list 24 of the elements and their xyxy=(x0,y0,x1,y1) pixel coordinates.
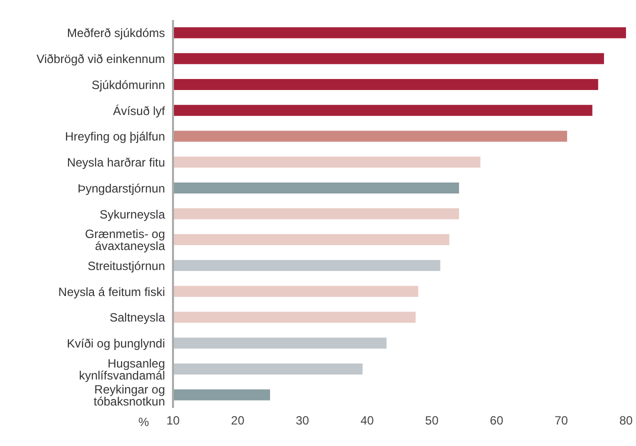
y-tick-label: Streitustjórnun xyxy=(88,258,165,273)
x-tick-label: 80 xyxy=(619,414,633,428)
x-axis-title: % xyxy=(138,415,150,429)
y-tick-label: Reykingar og tóbaksnotkun xyxy=(94,382,165,408)
y-tick-label: Viðbrögð við einkennum xyxy=(36,52,166,66)
y-tick-label: Sjúkdómurinn xyxy=(92,78,165,92)
x-tick-label: 10 xyxy=(166,414,180,428)
x-tick-label: 60 xyxy=(490,414,504,428)
x-tick-label: 20 xyxy=(231,414,245,428)
x-tick-label: 30 xyxy=(296,414,310,428)
y-tick-label: Sykurneysla xyxy=(100,207,166,222)
y-tick-label: Neysla á feitum fiski xyxy=(58,284,165,299)
y-tick-label: Hreyfing og þjálfun xyxy=(64,130,165,144)
y-tick-label: Neysla harðrar fitu xyxy=(66,156,165,170)
y-tick-label: Meðferð sjúkdóms xyxy=(66,26,165,40)
y-tick-label: Saltneysla xyxy=(110,310,166,325)
y-tick-label: Grænmetis- og ávaxtaneysla xyxy=(84,227,166,254)
y-tick-label: Þyngdarstjórnun xyxy=(78,181,165,196)
x-tick-label: 70 xyxy=(554,414,568,428)
y-tick-label: Kvíði og þunglyndi xyxy=(66,336,165,351)
y-tick-label: Ávísuð lyf xyxy=(112,104,166,118)
x-tick-label: 40 xyxy=(360,414,374,428)
x-tick-label: 50 xyxy=(425,414,439,428)
y-tick-label: Hugsanleg kynlífsvandamál xyxy=(78,356,165,382)
